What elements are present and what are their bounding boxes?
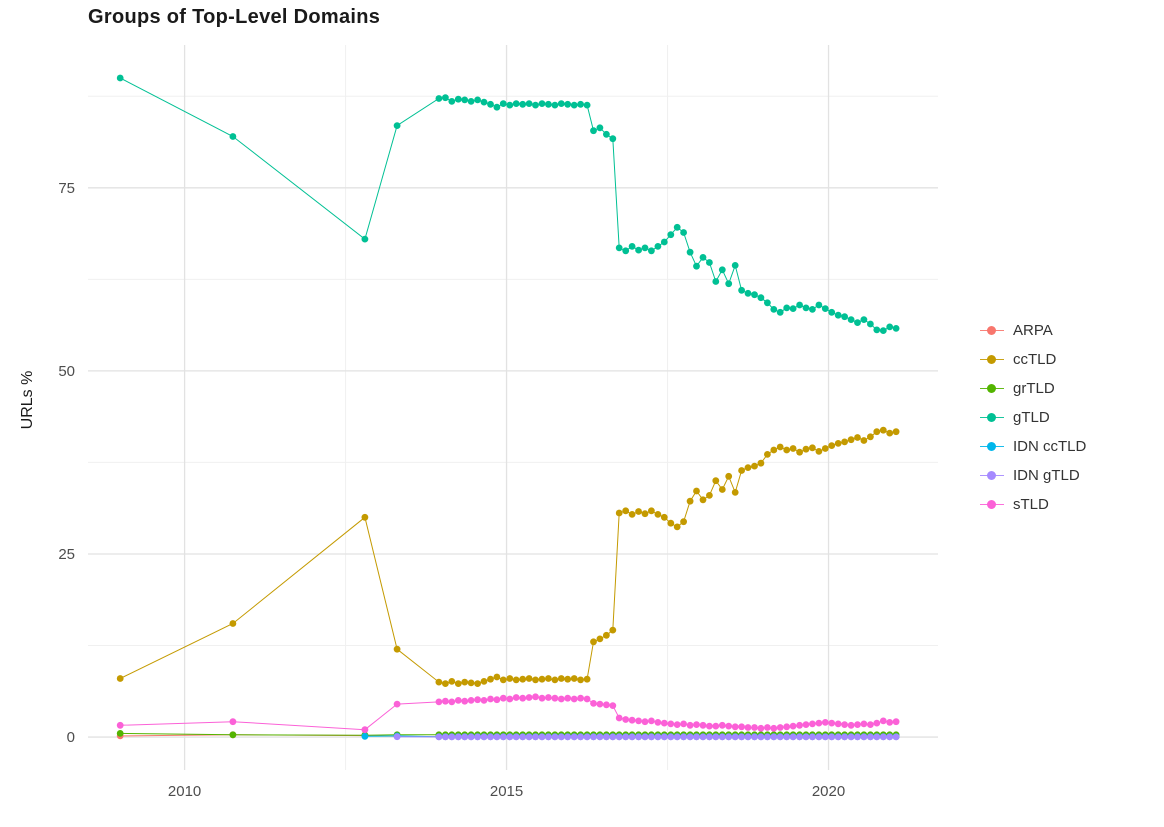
legend-dot-icon [987,325,996,335]
legend-dot-icon [987,383,996,393]
legend-key-stld [980,497,1004,511]
svg-text:2010: 2010 [168,783,201,800]
legend-dot-icon [987,354,996,364]
legend-label-gtld: gTLD [1013,408,1050,426]
legend-key-idn-cctld [980,439,1004,453]
legend-label-arpa: ARPA [1013,321,1053,339]
legend-item-idn-gtld: IDN gTLD [980,465,1086,485]
svg-text:50: 50 [58,363,75,380]
legend-label-idn-gtld: IDN gTLD [1013,466,1080,484]
legend-item-grtld: grTLD [980,378,1086,398]
legend-item-cctld: ccTLD [980,349,1086,369]
legend-label-cctld: ccTLD [1013,350,1057,368]
legend-item-arpa: ARPA [980,320,1086,340]
legend-dot-icon [987,470,996,480]
svg-text:0: 0 [67,729,75,746]
legend-label-idn-cctld: IDN ccTLD [1013,437,1087,455]
legend-key-arpa [980,323,1004,337]
legend-key-cctld [980,352,1004,366]
legend-key-grtld [980,381,1004,395]
y-axis-label: URLs % [19,370,36,430]
legend-key-idn-gtld [980,468,1004,482]
legend-key-gtld [980,410,1004,424]
legend-label-stld: sTLD [1013,495,1049,513]
legend-dot-icon [987,412,996,422]
legend-label-grtld: grTLD [1013,379,1055,397]
svg-text:2015: 2015 [490,783,523,800]
legend: ARPA ccTLD grTLD gTLD IDN ccTLD IDN gTLD… [980,320,1086,514]
legend-dot-icon [987,499,996,509]
legend-item-gtld: gTLD [980,407,1086,427]
chart-title: Groups of Top-Level Domains [88,6,381,28]
svg-text:2020: 2020 [812,783,845,800]
legend-dot-icon [987,441,996,451]
legend-item-stld: sTLD [980,494,1086,514]
legend-item-idn-cctld: IDN ccTLD [980,436,1086,456]
svg-text:25: 25 [58,546,75,563]
svg-text:75: 75 [58,180,75,197]
